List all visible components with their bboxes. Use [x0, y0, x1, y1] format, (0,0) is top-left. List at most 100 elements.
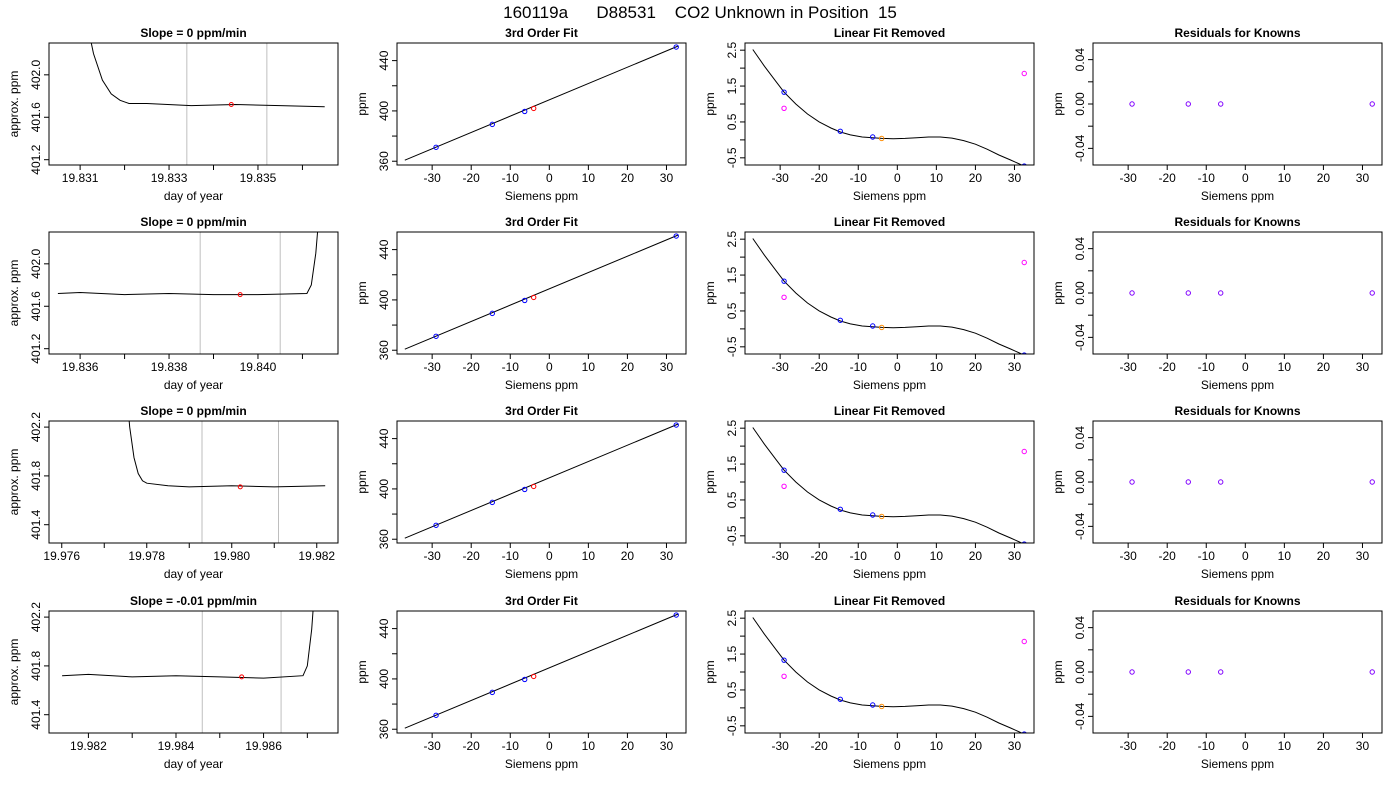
- y-tick-label: 0.00: [1073, 92, 1087, 116]
- y-tick-label: 400: [377, 669, 391, 689]
- x-axis-label: day of year: [164, 189, 223, 203]
- panel-2-2: 3rd Order Fit -30 -20 -10 0 10 20 30 360 400 440 Si…: [355, 215, 687, 392]
- x-tick-label: 19.833: [151, 171, 188, 185]
- x-tick-label: -20: [811, 549, 829, 563]
- y-tick-label: -0.04: [1073, 512, 1087, 540]
- x-axis-label: Siemens ppm: [853, 378, 926, 392]
- x-axis-label: day of year: [164, 567, 223, 581]
- data-point: [1369, 479, 1375, 485]
- x-tick-label: 19.986: [245, 739, 282, 753]
- x-tick-label: -10: [850, 739, 868, 753]
- x-tick-label: -20: [463, 171, 481, 185]
- x-axis-label: Siemens ppm: [505, 567, 578, 581]
- x-tick-label: 0: [894, 739, 901, 753]
- x-axis-label: Siemens ppm: [1201, 378, 1274, 392]
- panel-4-1: Slope = -0.01 ppm/min 19.982 19.984 19.986 4…: [7, 594, 339, 771]
- panel-3-3: Linear Fit Removed -30 -20 -10 0 10 20 30 -0.5 0.…: [703, 404, 1035, 581]
- data-point: [870, 134, 876, 140]
- y-tick-label: 360: [377, 529, 391, 549]
- x-axis-label: Siemens ppm: [505, 378, 578, 392]
- plot-frame: [744, 42, 1035, 166]
- x-tick-label: -10: [1198, 739, 1216, 753]
- y-tick-label: 401.6: [29, 102, 43, 132]
- panel-title: Linear Fit Removed: [834, 26, 945, 40]
- plot-frame: [48, 610, 339, 734]
- y-tick-label: -0.5: [725, 525, 739, 546]
- y-tick-label: 360: [377, 719, 391, 739]
- x-tick-label: -10: [1198, 360, 1216, 374]
- x-tick-label: 19.982: [298, 549, 335, 563]
- x-axis-label: Siemens ppm: [505, 189, 578, 203]
- y-tick-label: 440: [377, 50, 391, 70]
- x-axis-label: Siemens ppm: [853, 189, 926, 203]
- x-tick-label: 30: [1356, 549, 1370, 563]
- data-point: [878, 324, 885, 331]
- y-tick-label: 400: [377, 101, 391, 121]
- data-point: [781, 657, 787, 663]
- data-point: [870, 512, 876, 518]
- x-tick-label: 20: [969, 549, 983, 563]
- x-tick-label: 20: [969, 739, 983, 753]
- y-tick-label: 400: [377, 290, 391, 310]
- data-point: [433, 144, 439, 150]
- y-tick-label: 360: [377, 151, 391, 171]
- y-tick-label: 401.2: [29, 144, 43, 174]
- y-tick-label: 401.6: [29, 291, 43, 321]
- panel-2-3: Linear Fit Removed -30 -20 -10 0 10 20 30 -0.5 0.…: [703, 215, 1035, 392]
- data-point: [1021, 70, 1027, 77]
- x-tick-label: -10: [502, 171, 520, 185]
- y-tick-label: 401.4: [29, 699, 43, 729]
- panel-1-4: Residuals for Knowns -30 -20 -10 0 10 20 30 -0.0…: [1051, 26, 1383, 203]
- x-tick-label: -30: [1119, 549, 1137, 563]
- panel-title: Residuals for Knowns: [1174, 215, 1300, 229]
- x-tick-label: -30: [771, 360, 789, 374]
- plot-frame: [396, 610, 687, 734]
- x-tick-label: 10: [930, 739, 944, 753]
- y-tick-label: 440: [377, 618, 391, 638]
- y-tick-label: 2.5: [725, 42, 739, 59]
- data-point: [1129, 669, 1135, 675]
- y-tick-label: -0.5: [725, 147, 739, 168]
- data-point: [781, 294, 787, 301]
- y-axis-label: ppm: [355, 660, 369, 683]
- x-tick-label: 0: [894, 171, 901, 185]
- y-tick-label: 402.0: [29, 59, 43, 89]
- data-point: [1021, 638, 1027, 645]
- series-line: [128, 421, 326, 488]
- panel-2-4: Residuals for Knowns -30 -20 -10 0 10 20 30 -0.0…: [1051, 215, 1383, 392]
- x-tick-label: 19.831: [62, 171, 99, 185]
- data-point: [522, 486, 528, 493]
- y-tick-label: -0.04: [1073, 323, 1087, 351]
- y-tick-label: 402.2: [29, 412, 43, 442]
- data-point: [1369, 290, 1375, 296]
- x-tick-label: 19.976: [43, 549, 80, 563]
- x-tick-label: 0: [894, 549, 901, 563]
- x-tick-label: 30: [1008, 739, 1022, 753]
- plot-frame: [744, 231, 1035, 355]
- data-point: [489, 121, 495, 128]
- data-point: [837, 506, 843, 512]
- data-point: [781, 278, 787, 284]
- plot-frame: [744, 420, 1035, 544]
- panel-4-2: 3rd Order Fit -30 -20 -10 0 10 20 30 360 400 440 Si…: [355, 594, 687, 771]
- x-tick-label: 0: [546, 739, 553, 753]
- x-tick-label: 20: [621, 549, 635, 563]
- panel-2-1: Slope = 0 ppm/min 19.836 19.838 19.840 401.2…: [7, 215, 339, 392]
- series-line: [404, 234, 679, 350]
- x-axis-label: day of year: [164, 378, 223, 392]
- plot-frame: [744, 610, 1035, 734]
- data-point: [1185, 290, 1191, 296]
- y-axis-label: ppm: [1051, 281, 1065, 304]
- y-tick-label: 0.5: [725, 491, 739, 508]
- x-tick-label: 30: [1008, 171, 1022, 185]
- panel-title: Linear Fit Removed: [834, 215, 945, 229]
- x-axis-label: Siemens ppm: [853, 567, 926, 581]
- x-tick-label: -10: [1198, 171, 1216, 185]
- x-tick-label: -20: [463, 549, 481, 563]
- y-tick-label: 0.5: [725, 113, 739, 130]
- data-point: [433, 712, 439, 718]
- x-tick-label: -30: [771, 739, 789, 753]
- panel-4-3: Linear Fit Removed -30 -20 -10 0 10 20 30 -0.5 0.…: [703, 594, 1035, 771]
- y-tick-label: 1.5: [725, 77, 739, 94]
- x-tick-label: 10: [930, 360, 944, 374]
